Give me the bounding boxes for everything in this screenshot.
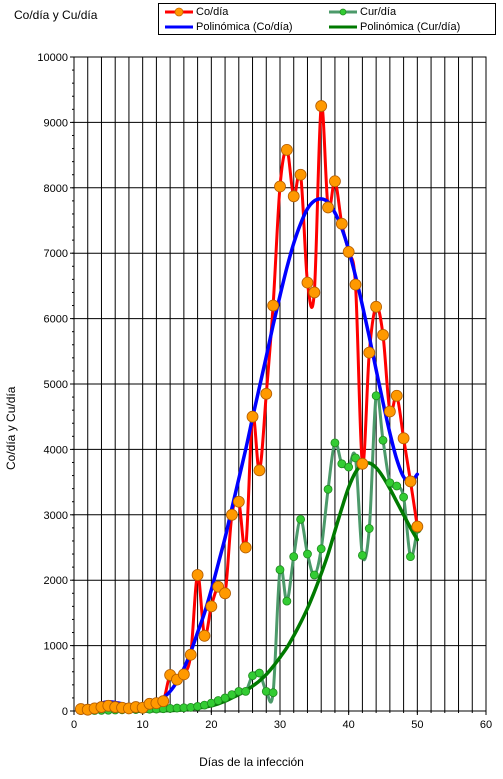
legend: Co/día Cur/día Polinómica (Co/día) Polin…	[158, 3, 496, 35]
marker-co	[329, 175, 341, 188]
legend-swatch-cur	[329, 8, 357, 16]
marker-co	[404, 475, 417, 488]
marker-co	[301, 276, 314, 289]
marker-cur	[282, 596, 292, 606]
marker-co	[157, 695, 170, 708]
marker-co	[397, 432, 410, 445]
marker-cur	[254, 668, 264, 678]
y-tick-label: 2000	[44, 575, 68, 587]
marker-co	[274, 180, 286, 193]
marker-co	[363, 346, 376, 359]
x-axis-label: Días de la infección	[199, 755, 304, 769]
y-tick-label: 10000	[37, 52, 68, 64]
marker-co	[377, 329, 389, 341]
legend-item-poly-cur: Polinómica (Cur/día)	[329, 20, 460, 34]
marker-cur	[289, 552, 299, 562]
marker-co	[226, 508, 238, 521]
marker-co	[267, 299, 280, 312]
marker-co	[356, 457, 369, 470]
marker-co	[205, 600, 218, 613]
marker-cur	[392, 481, 402, 491]
y-tick-label: 3000	[44, 510, 68, 522]
grid-layer	[73, 56, 487, 712]
y-tick-label: 5000	[44, 379, 68, 391]
marker-co	[219, 587, 231, 600]
legend-swatch-poly-co	[165, 25, 193, 29]
marker-cur	[268, 688, 278, 698]
marker-co	[335, 217, 348, 230]
y-tick-label: 8000	[44, 183, 68, 195]
marker-co	[246, 410, 259, 423]
marker-cur	[296, 514, 306, 524]
marker-co	[191, 569, 204, 581]
marker-cur	[330, 438, 340, 448]
legend-label-poly-co: Polinómica (Co/día)	[196, 21, 293, 33]
marker-cur	[241, 686, 251, 696]
y-tick-label: 4000	[44, 444, 68, 456]
marker-cur	[357, 550, 367, 560]
x-tick-label: 40	[343, 719, 355, 731]
marker-co	[315, 100, 328, 112]
marker-co	[383, 405, 396, 418]
marker-co	[342, 245, 355, 258]
marker-co	[349, 278, 362, 291]
x-tick-label: 60	[480, 719, 492, 731]
x-tick-label: 10	[137, 719, 149, 731]
legend-label-cur: Cur/día	[360, 6, 397, 18]
marker-cur	[406, 552, 415, 562]
marker-cur	[351, 453, 360, 463]
chart-title: Co/día y Cu/día	[14, 8, 98, 22]
x-tick-label: 0	[71, 719, 77, 731]
marker-co	[280, 143, 293, 156]
legend-item-poly-co: Polinómica (Co/día)	[165, 20, 293, 34]
legend-swatch-co	[165, 7, 193, 17]
marker-cur	[323, 484, 333, 494]
series-layer	[74, 100, 424, 716]
legend-item-co: Co/día	[165, 5, 228, 19]
marker-cur	[364, 524, 374, 533]
legend-label-co: Co/día	[196, 6, 229, 18]
marker-co	[308, 286, 321, 299]
marker-co	[322, 201, 334, 214]
marker-cur	[378, 435, 388, 445]
x-tick-label: 30	[274, 719, 286, 731]
marker-cur	[371, 391, 381, 401]
y-tick-label: 0	[62, 706, 68, 718]
y-tick-label: 9000	[44, 117, 68, 129]
marker-co	[411, 520, 424, 533]
legend-swatch-poly-cur	[329, 25, 357, 29]
marker-co	[260, 387, 273, 400]
x-tick-label: 20	[205, 719, 217, 731]
marker-co	[287, 190, 300, 203]
marker-cur	[303, 549, 312, 559]
marker-co	[177, 668, 190, 681]
marker-cur	[309, 570, 319, 580]
marker-co	[198, 629, 211, 642]
legend-item-cur: Cur/día	[329, 5, 396, 19]
marker-co	[184, 648, 197, 661]
marker-cur	[275, 565, 285, 575]
marker-co	[390, 389, 403, 402]
marker-cur	[316, 544, 326, 554]
y-tick-label: 7000	[44, 248, 68, 260]
y-tick-label: 1000	[44, 641, 68, 653]
marker-cur	[344, 462, 354, 472]
marker-co	[253, 464, 266, 477]
y-tick-label: 6000	[44, 314, 68, 326]
marker-cur	[399, 492, 409, 502]
marker-co	[239, 541, 252, 554]
x-tick-label: 50	[411, 719, 423, 731]
marker-co	[370, 300, 383, 313]
legend-label-poly-cur: Polinómica (Cur/día)	[360, 21, 461, 33]
marker-co	[232, 495, 245, 508]
marker-co	[294, 168, 307, 181]
